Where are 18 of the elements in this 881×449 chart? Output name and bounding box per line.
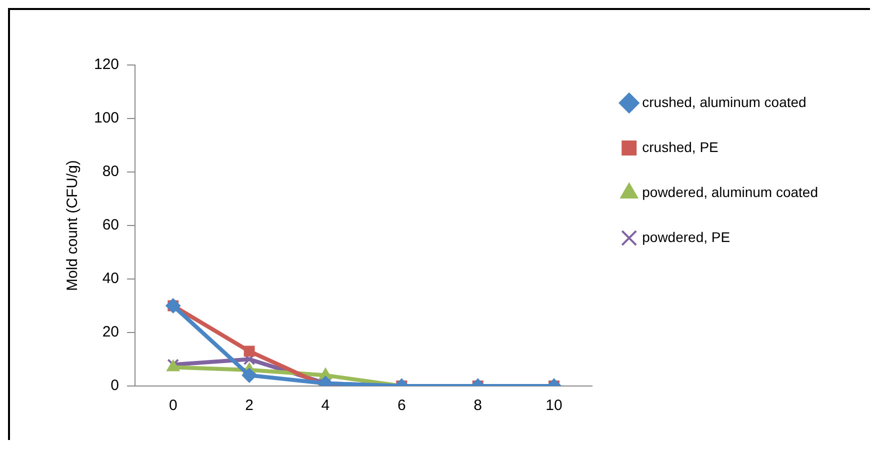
x-tick-label: 8 [474,397,482,414]
y-tick-label: 80 [102,163,120,180]
x-tick-label: 2 [245,397,254,414]
legend-label: crushed, aluminum coated [642,94,806,110]
y-tick-label: 0 [110,377,120,394]
x-tick-label: 4 [321,397,330,414]
legend-label: powdered, PE [642,228,730,245]
y-tick-label: 100 [94,110,120,127]
y-tick-label: 60 [102,216,120,234]
y-axis-title: Mold count (CFU/g) [64,160,82,291]
y-tick-label: 40 [102,270,120,288]
y-tick-label: 20 [102,324,120,341]
x-tick-label: 0 [168,397,178,414]
legend-label: powdered, aluminum coated [642,184,818,200]
x-tick-label: 6 [397,397,406,414]
legend-label: crushed, PE [642,138,718,155]
y-tick-label: 120 [94,56,120,74]
x-tick-label: 10 [546,397,562,414]
